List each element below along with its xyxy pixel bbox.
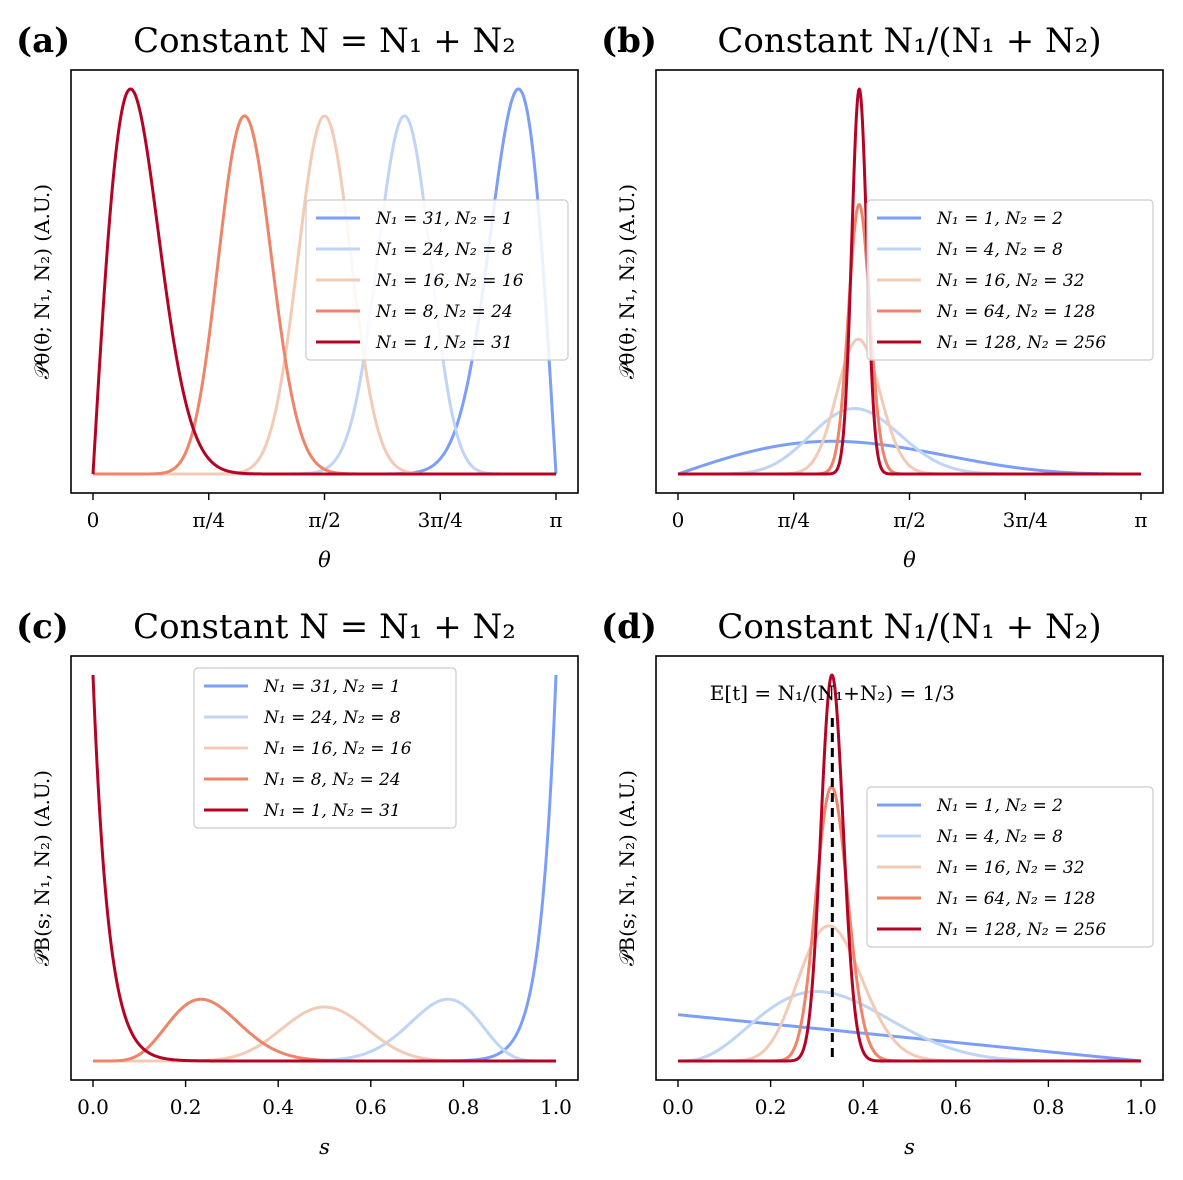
panel-tag: (a) [16,21,70,61]
x-tick-label: 1.0 [540,1095,572,1119]
x-tick-label: π [1134,508,1147,532]
panel-title: Constant N = N₁ + N₂ [133,607,516,647]
legend-label: N₁ = 1, N₂ = 31 [263,801,401,821]
x-tick-label: π/2 [308,508,341,532]
legend-box [866,786,1154,948]
x-tick-label: π/4 [192,508,225,532]
legend-label: N₁ = 31, N₂ = 1 [263,677,401,697]
series-line-5 [91,674,557,1063]
x-tick-label: 0 [87,508,100,532]
axes-frame [70,655,579,1081]
legend-label: N₁ = 4, N₂ = 8 [936,240,1063,260]
x-axis-label: θ [318,548,331,572]
legend-label: N₁ = 8, N₂ = 24 [375,302,513,322]
y-axis-label: 𝒫B(s; N₁, N₂) (A.U.) [615,770,639,966]
x-tick-label: 0 [672,508,685,532]
x-tick-label: 0.4 [847,1095,879,1119]
axes-frame [655,655,1164,1081]
panel-b: (b) Constant N₁/(N₁ + N₂) 0 π/4 π/2 3π/4 π θ 𝒫θ(… [601,21,1164,572]
panel-d: (d) Constant N₁/(N₁ + N₂) 0.0 0.2 0.4 0.6 0.8 1… [601,607,1164,1159]
x-tick-label: 0.2 [755,1095,787,1119]
legend-label: N₁ = 16, N₂ = 32 [936,858,1085,878]
legend-box [193,667,457,829]
x-tick-label: 3π/4 [1003,508,1048,532]
expected-value-annotation: E[t] = N₁/(N₁+N₂) = 1/3 [710,681,955,705]
series-line-5 [677,673,1142,1063]
legend-label: N₁ = 1, N₂ = 2 [936,796,1063,816]
y-axis-label: 𝒫θ(θ; N₁, N₂) (A.U.) [30,184,54,379]
panel-title: Constant N = N₁ + N₂ [133,21,516,61]
x-tick-label: 0.8 [1032,1095,1064,1119]
legend-box [866,199,1154,361]
series-line-3 [92,1005,557,1063]
y-axis-label: 𝒫θ(θ; N₁, N₂) (A.U.) [615,184,639,379]
legend: N₁ = 31, N₂ = 1 N₁ = 24, N₂ = 8 N₁ = 16, N… [193,667,457,829]
legend-label: N₁ = 128, N₂ = 256 [936,333,1106,353]
panel-c: (c) Constant N = N₁ + N₂ 0.0 0.2 0.4 0.6 0.8 1.… [16,607,579,1159]
x-tick-label: 0.8 [447,1095,479,1119]
x-tick-label: 0.0 [662,1095,694,1119]
x-tick-label: 1.0 [1125,1095,1157,1119]
x-axis-label: s [319,1135,330,1159]
x-axis-label: θ [903,548,916,572]
panel-tag: (b) [601,21,657,61]
legend-label: N₁ = 24, N₂ = 8 [375,240,513,260]
x-tick-label: 3π/4 [418,508,463,532]
panel-title: Constant N₁/(N₁ + N₂) [717,21,1101,61]
panel-tag: (d) [601,607,657,647]
x-tick-label: 0.4 [262,1095,294,1119]
legend-label: N₁ = 31, N₂ = 1 [375,209,513,229]
legend: N₁ = 31, N₂ = 1 N₁ = 24, N₂ = 8 N₁ = 16, N… [305,199,569,361]
panel-tag: (c) [16,607,69,647]
legend-label: N₁ = 8, N₂ = 24 [263,770,401,790]
legend-label: N₁ = 64, N₂ = 128 [936,302,1096,322]
series-line-5 [91,87,557,476]
legend-label: N₁ = 64, N₂ = 128 [936,889,1096,909]
legend-label: N₁ = 128, N₂ = 256 [936,920,1106,940]
panel-a: (a) Constant N = N₁ + N₂ 0 π/4 π/2 3π/4 π θ 𝒫θ(θ… [16,21,579,572]
legend: N₁ = 1, N₂ = 2 N₁ = 4, N₂ = 8 N₁ = 16, N₂ … [866,786,1154,948]
legend-label: N₁ = 1, N₂ = 2 [936,209,1063,229]
legend-label: N₁ = 4, N₂ = 8 [936,827,1063,847]
legend-label: N₁ = 16, N₂ = 16 [263,739,412,759]
legend-label: N₁ = 16, N₂ = 32 [936,271,1085,291]
x-tick-label: 0.2 [170,1095,202,1119]
legend-label: N₁ = 16, N₂ = 16 [375,271,524,291]
y-axis-label: 𝒫B(s; N₁, N₂) (A.U.) [30,770,54,966]
x-tick-label: 0.6 [355,1095,387,1119]
series-line-2 [677,990,1142,1063]
legend: N₁ = 1, N₂ = 2 N₁ = 4, N₂ = 8 N₁ = 16, N₂ … [866,199,1154,361]
series-line-1 [677,439,1142,476]
legend-label: N₁ = 24, N₂ = 8 [263,708,401,728]
x-tick-label: π [549,508,562,532]
legend-box [305,199,569,361]
series-line-5 [677,87,1142,476]
legend-label: N₁ = 1, N₂ = 31 [375,333,513,353]
x-tick-label: π/4 [777,508,810,532]
panel-title: Constant N₁/(N₁ + N₂) [717,607,1101,647]
x-axis-label: s [904,1135,915,1159]
x-tick-label: π/2 [893,508,926,532]
x-tick-label: 0.0 [77,1095,109,1119]
x-tick-label: 0.6 [940,1095,972,1119]
